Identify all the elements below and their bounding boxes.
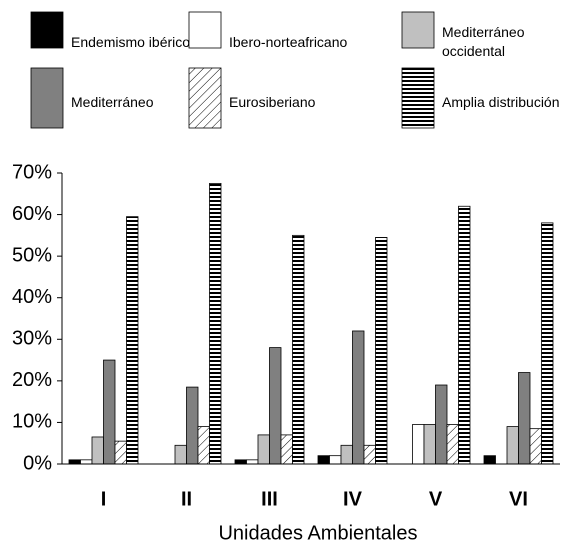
y-tick-label: 50% <box>12 244 52 266</box>
bar <box>114 440 127 465</box>
x-tick-label: VI <box>509 488 528 510</box>
bar <box>246 459 259 465</box>
bar <box>68 459 81 465</box>
legend-label: Mediterráneo <box>71 93 154 110</box>
bar <box>103 359 116 465</box>
bar <box>209 182 222 465</box>
y-tick-label: 60% <box>12 203 52 225</box>
legend-swatch <box>188 11 222 49</box>
legend-item: Amplia distribución <box>442 93 560 110</box>
x-tick-label: IV <box>343 488 363 510</box>
bar <box>363 444 376 465</box>
bar <box>269 347 282 465</box>
y-tick-label: 0% <box>23 452 52 474</box>
legend-item: Eurosiberiano <box>229 93 316 110</box>
bar <box>412 424 425 465</box>
y-tick-label: 40% <box>12 286 52 308</box>
bar <box>506 426 519 465</box>
bar <box>186 386 199 465</box>
y-tick-label: 20% <box>12 369 52 391</box>
bar <box>317 455 330 465</box>
y-tick-label: 10% <box>12 411 52 433</box>
legend-item: Endemismo ibérico <box>71 33 191 50</box>
bar <box>174 444 187 465</box>
bar <box>435 384 448 465</box>
legend-label: Ibero-norteafricano <box>229 33 348 50</box>
bar <box>280 434 293 465</box>
bar <box>518 372 531 465</box>
legend-swatch <box>30 67 64 129</box>
legend-label: Amplia distribución <box>442 93 560 110</box>
legend-item: Mediterráneo occidental <box>442 24 525 59</box>
x-tick-label: III <box>261 488 278 510</box>
bar <box>541 222 554 465</box>
legend-swatch <box>401 67 435 129</box>
legend-item: Ibero-norteafricano <box>229 33 348 50</box>
legend-swatch <box>30 11 64 49</box>
legend-swatch <box>188 67 222 129</box>
y-tick-label: 30% <box>12 328 52 350</box>
bar <box>91 436 104 465</box>
legend-swatch <box>401 11 435 49</box>
bar <box>329 455 342 465</box>
bar <box>80 459 93 465</box>
legend-item: Mediterráneo <box>71 93 154 110</box>
bar <box>352 330 365 465</box>
x-tick-label: V <box>429 488 443 510</box>
bar <box>423 424 436 465</box>
legend-label: Endemismo ibérico <box>71 33 191 50</box>
bar <box>197 426 210 465</box>
bar <box>446 424 459 465</box>
bar <box>126 216 139 465</box>
bar <box>292 234 305 465</box>
x-tick-label: II <box>181 488 192 510</box>
bar <box>375 237 388 465</box>
y-tick-label: 70% <box>12 161 52 183</box>
x-tick-label: I <box>101 488 107 510</box>
bar <box>340 444 353 465</box>
bar <box>234 459 247 465</box>
legend-label: Eurosiberiano <box>229 93 316 110</box>
bar <box>529 428 542 465</box>
legend-label: Mediterráneo occidental <box>442 24 525 59</box>
bar <box>257 434 270 465</box>
bar <box>483 455 496 465</box>
bar <box>458 205 471 465</box>
x-axis-title: Unidades Ambientales <box>218 522 417 544</box>
